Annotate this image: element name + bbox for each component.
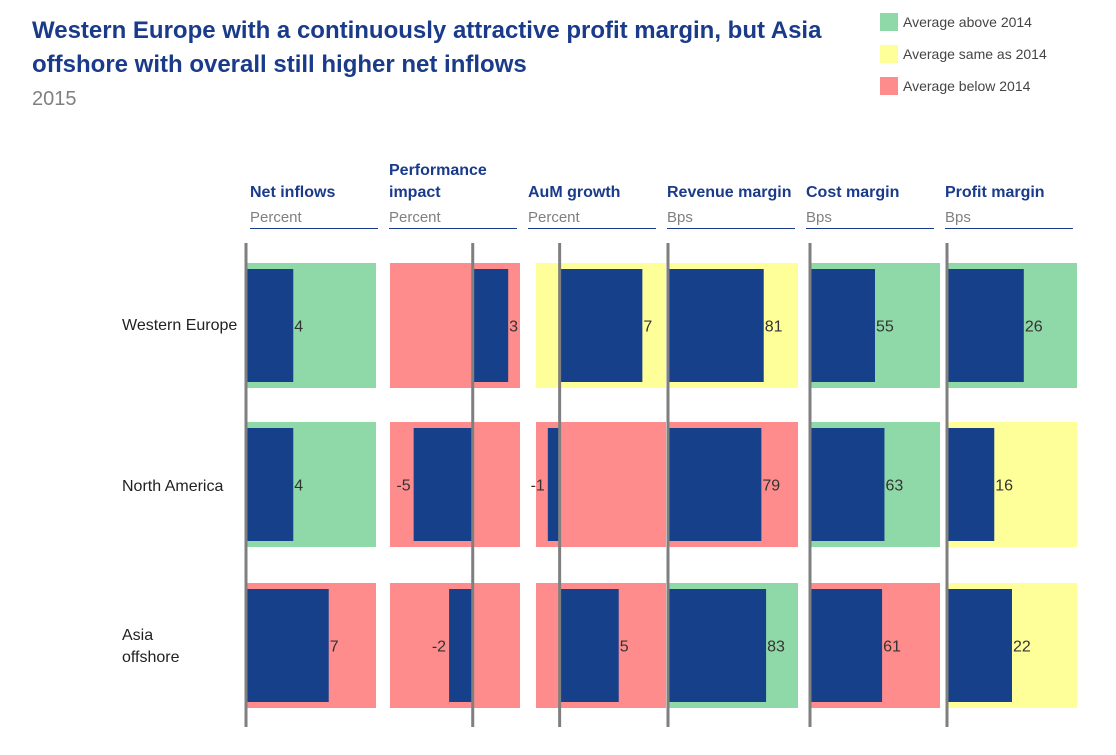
column-header-performance-impact: Performance impact Percent <box>389 160 517 229</box>
bar <box>246 589 329 702</box>
data-label: 3 <box>509 319 518 336</box>
bar <box>449 589 473 702</box>
column-title: Performance impact <box>389 162 487 201</box>
column-title: Net inflows <box>250 184 336 201</box>
bar <box>246 269 294 382</box>
bar <box>947 589 1012 702</box>
data-label: 81 <box>765 319 783 336</box>
bar <box>668 428 762 541</box>
column-header-aum-growth: AuM growth Percent <box>528 160 656 229</box>
bar <box>559 589 619 702</box>
bar <box>668 269 764 382</box>
legend-swatch-below <box>880 77 898 95</box>
row-label-north-america: North America <box>122 478 224 495</box>
column-unit: Percent <box>528 209 580 226</box>
data-label: 83 <box>767 639 785 656</box>
bar <box>810 589 883 702</box>
data-label: 63 <box>885 478 903 495</box>
column-unit: Percent <box>389 209 441 226</box>
bar <box>559 269 643 382</box>
row-label-text: Asia offshore <box>122 627 180 666</box>
chart-title: Western Europe with a continuously attra… <box>32 17 822 78</box>
bar <box>413 428 473 541</box>
legend-label-below: Average below 2014 <box>903 78 1031 94</box>
data-label: -5 <box>396 478 410 495</box>
legend-swatch-above <box>880 13 898 31</box>
column-title: AuM growth <box>528 184 621 201</box>
bar <box>246 428 294 541</box>
column-unit: Bps <box>806 209 832 226</box>
legend-label-above: Average above 2014 <box>903 14 1032 30</box>
row-label-western-europe: Western Europe <box>122 317 238 334</box>
column-title: Revenue margin <box>667 184 792 201</box>
data-label: 5 <box>620 639 629 656</box>
column-unit: Bps <box>945 209 971 226</box>
column-title: Profit margin <box>945 184 1045 201</box>
column-unit: Percent <box>250 209 302 226</box>
column-header-revenue-margin: Revenue margin Bps <box>667 160 795 229</box>
data-label: 7 <box>330 639 339 656</box>
data-label: 7 <box>643 319 652 336</box>
bar <box>472 269 509 382</box>
data-label: -2 <box>432 639 446 656</box>
data-label: 22 <box>1013 639 1031 656</box>
column-title: Cost margin <box>806 184 900 201</box>
bar <box>947 269 1024 382</box>
bar <box>947 428 995 541</box>
bar <box>810 428 885 541</box>
data-label: 4 <box>294 478 303 495</box>
legend-label-same: Average same as 2014 <box>903 46 1047 62</box>
bar <box>810 269 875 382</box>
column-unit: Bps <box>667 209 693 226</box>
data-label: 61 <box>883 639 901 656</box>
chart-subtitle: 2015 <box>32 88 77 110</box>
column-header-profit-margin: Profit margin Bps <box>945 160 1073 229</box>
data-label: 55 <box>876 319 894 336</box>
data-label: 79 <box>762 478 780 495</box>
column-header-cost-margin: Cost margin Bps <box>806 160 934 229</box>
column-header-net-inflows: Net inflows Percent <box>250 160 378 229</box>
bar <box>547 428 560 541</box>
data-label: 4 <box>294 319 303 336</box>
bar <box>668 589 767 702</box>
legend-swatch-same <box>880 45 898 63</box>
data-label: 26 <box>1025 319 1043 336</box>
data-label: -1 <box>531 478 545 495</box>
data-label: 16 <box>995 478 1013 495</box>
row-label-asia-offshore: Asia offshore <box>122 625 202 669</box>
